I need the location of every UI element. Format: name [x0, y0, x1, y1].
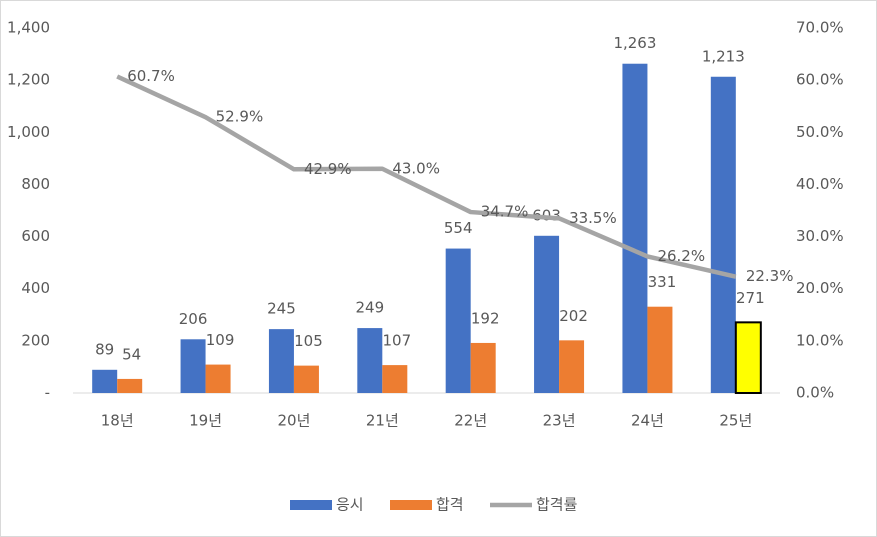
- bar: [710, 76, 736, 393]
- y2-tick-label: 70.0%: [796, 19, 844, 37]
- y2-tick-label: 0.0%: [796, 384, 834, 402]
- bar: [382, 365, 408, 393]
- data-label: 26.2%: [657, 247, 705, 265]
- bar: [117, 378, 143, 393]
- bar: [293, 365, 319, 393]
- bar: [180, 339, 206, 393]
- x-tick-label: 23년: [543, 412, 576, 430]
- bar: [647, 306, 673, 393]
- x-tick-label: 22년: [454, 412, 487, 430]
- data-label: 206: [179, 310, 208, 328]
- legend-swatch: [290, 500, 332, 510]
- data-label: 249: [355, 299, 384, 317]
- y2-tick-label: 50.0%: [796, 123, 844, 141]
- data-label: 1,263: [613, 34, 656, 52]
- x-tick-label: 20년: [277, 412, 310, 430]
- y-tick-label: -: [45, 384, 50, 402]
- legend-label: 합격: [436, 496, 464, 514]
- bar: [445, 248, 471, 393]
- line: [116, 74, 737, 279]
- data-label: 202: [559, 307, 588, 325]
- bar: [205, 364, 231, 393]
- data-label: 54: [122, 345, 141, 363]
- data-label: 1,213: [702, 47, 745, 65]
- data-label: 34.7%: [481, 203, 529, 221]
- data-label: 245: [267, 300, 296, 318]
- y-tick-label: 200: [21, 331, 50, 349]
- data-label: 107: [382, 332, 411, 350]
- x-tick-label: 24년: [631, 412, 664, 430]
- bar: [534, 235, 560, 393]
- x-tick-label: 19년: [189, 412, 222, 430]
- bar: [559, 340, 585, 393]
- y-tick-label: 1,000: [7, 123, 50, 141]
- y2-tick-label: 30.0%: [796, 227, 844, 245]
- bar: [734, 321, 762, 395]
- data-label: 554: [444, 219, 473, 237]
- data-label: 42.9%: [304, 160, 352, 178]
- bar: [622, 63, 648, 393]
- data-label: 105: [294, 332, 323, 350]
- x-tick-label: 18년: [101, 412, 134, 430]
- data-label: 52.9%: [216, 108, 264, 126]
- data-label: 109: [206, 331, 235, 349]
- y-tick-label: 1,400: [7, 19, 50, 37]
- data-label: 22.3%: [746, 267, 794, 285]
- data-label: 33.5%: [569, 209, 617, 227]
- data-label: 89: [95, 340, 114, 358]
- bar: [470, 342, 496, 393]
- data-label: 331: [648, 273, 677, 291]
- bar: [92, 369, 118, 393]
- bar: [357, 328, 383, 393]
- x-tick-label: 21년: [366, 412, 399, 430]
- bar: [268, 329, 294, 393]
- y-tick-label: 800: [21, 175, 50, 193]
- y2-tick-label: 10.0%: [796, 331, 844, 349]
- data-label: 192: [471, 309, 500, 327]
- y-tick-label: 600: [21, 227, 50, 245]
- x-tick-label: 25년: [719, 412, 752, 430]
- y2-tick-label: 20.0%: [796, 279, 844, 297]
- y2-tick-label: 60.0%: [796, 71, 844, 89]
- y-tick-label: 400: [21, 279, 50, 297]
- legend-swatch: [390, 500, 432, 510]
- y-tick-label: 1,200: [7, 71, 50, 89]
- legend-label: 합격률: [536, 496, 578, 514]
- y2-tick-label: 40.0%: [796, 175, 844, 193]
- legend-label: 응시: [336, 496, 364, 514]
- data-label: 271: [736, 289, 765, 307]
- data-label: 60.7%: [127, 67, 175, 85]
- data-label: 43.0%: [392, 159, 440, 177]
